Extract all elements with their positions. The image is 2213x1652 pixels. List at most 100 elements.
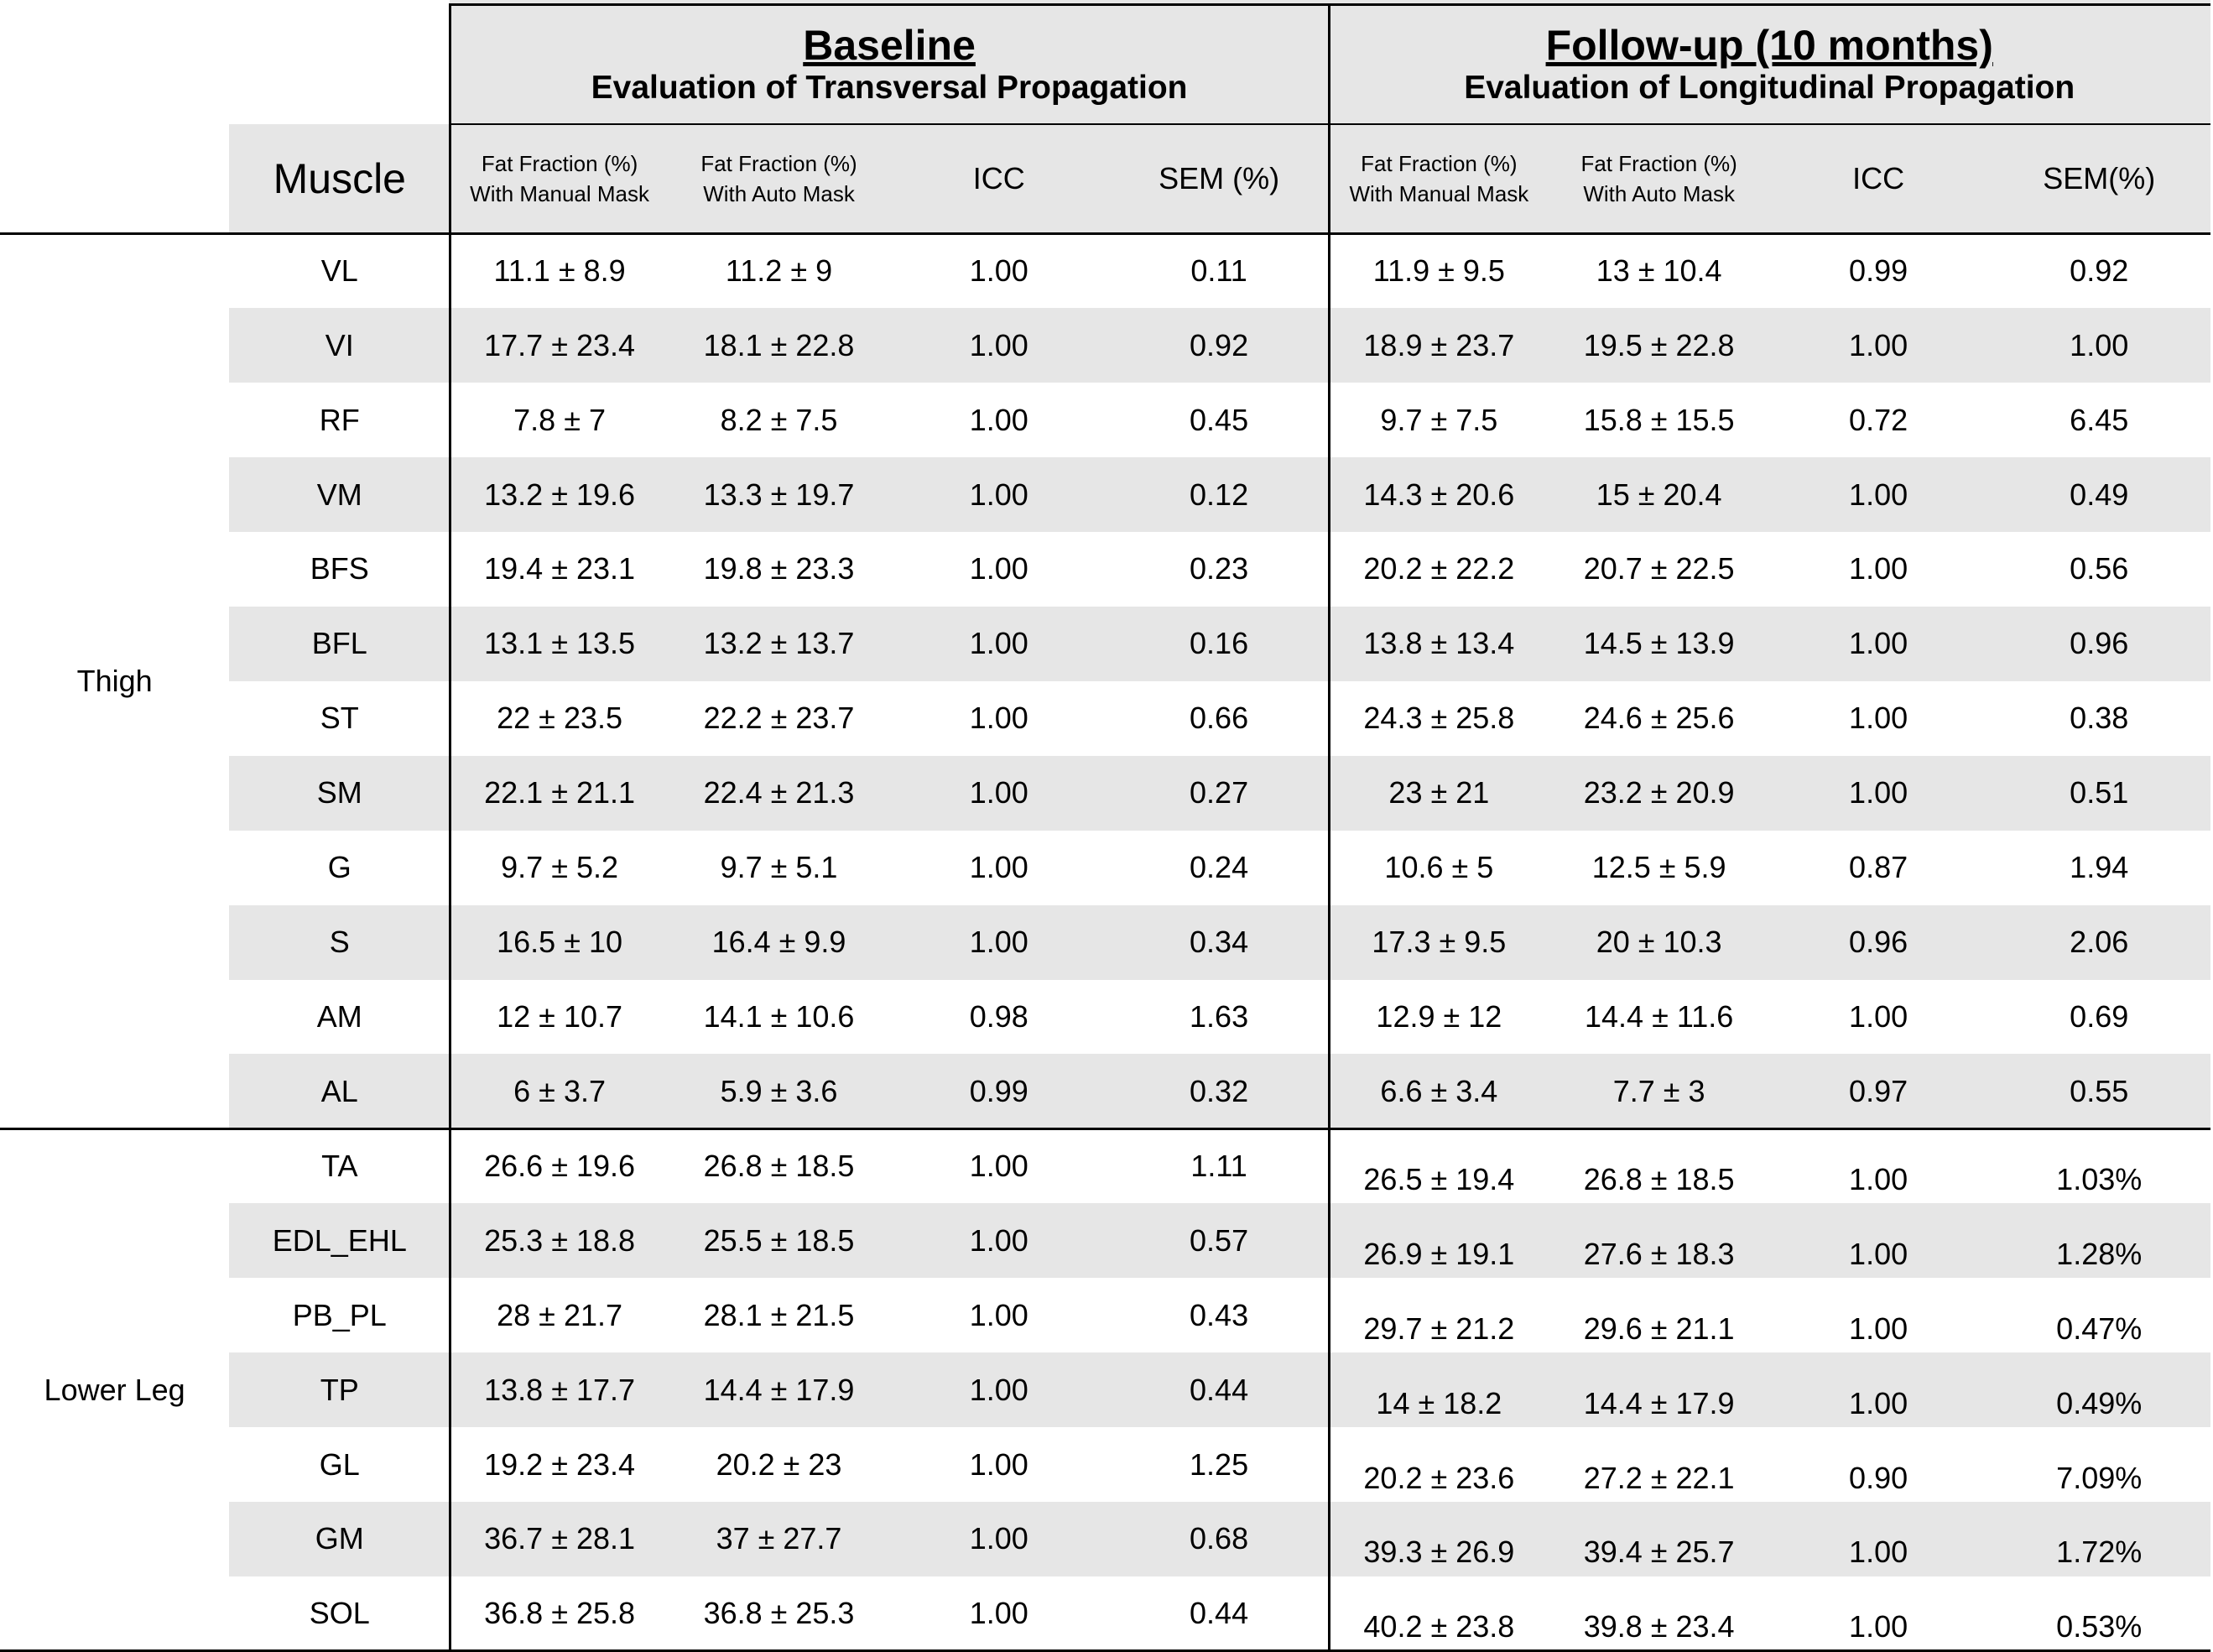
table-cell: 10.6 ± 5 bbox=[1329, 831, 1549, 905]
cell-value: 1.00 bbox=[1849, 477, 1908, 512]
table-cell: AM bbox=[229, 980, 450, 1055]
table-cell: 1.00 bbox=[888, 1352, 1109, 1427]
table-cell: 40.2 ± 23.8 bbox=[1329, 1590, 1549, 1652]
cell-value: 1.00 bbox=[969, 775, 1028, 810]
table-cell: 1.00 bbox=[1988, 308, 2210, 383]
cell-value: 0.72 bbox=[1849, 402, 1908, 437]
table-cell: 1.00 bbox=[888, 681, 1109, 756]
cell-value: 26.8 ± 18.5 bbox=[703, 1148, 855, 1183]
table-cell: S bbox=[229, 905, 450, 980]
table-cell: RF bbox=[229, 383, 450, 457]
table-cell: 18.1 ± 22.8 bbox=[669, 308, 888, 383]
cell-value: 0.11 bbox=[1190, 253, 1247, 288]
muscle-name: AM bbox=[316, 998, 362, 1034]
table-cell: 1.72% bbox=[1988, 1515, 2210, 1590]
cell-value: 23.2 ± 20.9 bbox=[1583, 775, 1735, 810]
table-cell: 36.8 ± 25.8 bbox=[450, 1576, 669, 1651]
cell-value: 9.7 ± 5.1 bbox=[720, 850, 838, 885]
table-cell: 23.2 ± 20.9 bbox=[1549, 756, 1768, 831]
table-cell: 0.16 bbox=[1109, 607, 1328, 681]
cell-value: 36.8 ± 25.8 bbox=[484, 1596, 636, 1631]
group-label: Thigh bbox=[0, 233, 229, 1128]
column-header: Muscle bbox=[229, 124, 450, 233]
cell-value: 1.00 bbox=[969, 402, 1028, 437]
table-cell: 1.00 bbox=[888, 457, 1109, 532]
table-cell: 0.97 bbox=[1768, 1054, 1987, 1128]
cell-value: 24.6 ± 25.6 bbox=[1583, 701, 1735, 736]
table-cell: 20.2 ± 23 bbox=[669, 1427, 888, 1502]
table-cell: 6.45 bbox=[1988, 383, 2210, 457]
cell-value: 19.8 ± 23.3 bbox=[703, 551, 855, 586]
table-cell: 7.09% bbox=[1988, 1441, 2210, 1515]
table-cell: EDL_EHL bbox=[229, 1203, 450, 1278]
cell-value: 22 ± 23.5 bbox=[497, 701, 623, 736]
table-cell: 13 ± 10.4 bbox=[1549, 233, 1768, 308]
cell-value: 0.96 bbox=[2070, 626, 2129, 661]
table-cell: 0.92 bbox=[1988, 233, 2210, 308]
table-cell: 0.99 bbox=[888, 1054, 1109, 1128]
cell-value: 36.8 ± 25.3 bbox=[703, 1596, 855, 1631]
table-cell: 36.7 ± 28.1 bbox=[450, 1502, 669, 1576]
cell-value: 1.00 bbox=[1849, 1311, 1908, 1346]
table-cell: 14.4 ± 17.9 bbox=[1549, 1366, 1768, 1441]
muscle-name: ST bbox=[320, 701, 359, 736]
table-cell: 24.3 ± 25.8 bbox=[1329, 681, 1549, 756]
cell-value: 2.06 bbox=[2070, 925, 2129, 960]
cell-value: 9.7 ± 5.2 bbox=[501, 850, 618, 885]
table-cell: 0.51 bbox=[1988, 756, 2210, 831]
cell-value: 6.6 ± 3.4 bbox=[1380, 1073, 1498, 1108]
table-cell: 14.4 ± 11.6 bbox=[1549, 980, 1768, 1055]
table-cell: 19.8 ± 23.3 bbox=[669, 532, 888, 607]
table-cell: 1.00 bbox=[888, 831, 1109, 905]
column-header-line: Fat Fraction (%) bbox=[481, 151, 638, 177]
column-header: Fat Fraction (%) With Manual Mask bbox=[1329, 124, 1549, 233]
table-cell: 13.8 ± 17.7 bbox=[450, 1352, 669, 1427]
table-cell: 39.3 ± 26.9 bbox=[1329, 1515, 1549, 1590]
table-cell: 1.00 bbox=[888, 756, 1109, 831]
row-shade bbox=[229, 904, 2210, 980]
column-header: Fat Fraction (%) With Auto Mask bbox=[1549, 124, 1768, 233]
column-header-line: Fat Fraction (%) bbox=[700, 151, 857, 177]
table-cell: 19.2 ± 23.4 bbox=[450, 1427, 669, 1502]
cell-value: 14.4 ± 17.9 bbox=[703, 1372, 855, 1407]
cell-value: 13.8 ± 17.7 bbox=[484, 1372, 636, 1407]
table-cell: 1.00 bbox=[1768, 1217, 1987, 1291]
cell-value: 0.32 bbox=[1190, 1073, 1249, 1108]
table-cell: 9.7 ± 7.5 bbox=[1329, 383, 1549, 457]
cell-value: 22.1 ± 21.1 bbox=[484, 775, 636, 810]
table-cell: SM bbox=[229, 756, 450, 831]
table-cell: 22.2 ± 23.7 bbox=[669, 681, 888, 756]
table-cell: 13.2 ± 13.7 bbox=[669, 607, 888, 681]
cell-value: 20 ± 10.3 bbox=[1596, 925, 1722, 960]
table-cell: 13.2 ± 19.6 bbox=[450, 457, 669, 532]
muscle-name: S bbox=[329, 925, 350, 960]
table-cell: 27.2 ± 22.1 bbox=[1549, 1441, 1768, 1515]
cell-value: 0.38 bbox=[2070, 701, 2129, 736]
table-cell: 9.7 ± 5.2 bbox=[450, 831, 669, 905]
rule bbox=[449, 3, 452, 1649]
cell-value: 0.27 bbox=[1190, 775, 1249, 810]
table-cell: BFL bbox=[229, 607, 450, 681]
cell-value: 39.4 ± 25.7 bbox=[1583, 1535, 1735, 1570]
table-cell: TP bbox=[229, 1352, 450, 1427]
cell-value: 1.00 bbox=[969, 1372, 1028, 1407]
cell-value: 0.90 bbox=[1849, 1460, 1908, 1495]
table-cell: 7.7 ± 3 bbox=[1549, 1054, 1768, 1128]
table-cell: 0.44 bbox=[1109, 1352, 1328, 1427]
table-cell: 1.25 bbox=[1109, 1427, 1328, 1502]
cell-value: 17.7 ± 23.4 bbox=[484, 327, 636, 362]
cell-value: 14.3 ± 20.6 bbox=[1363, 477, 1515, 512]
table-cell: 0.96 bbox=[1768, 905, 1987, 980]
table-cell: BFS bbox=[229, 532, 450, 607]
cell-value: 39.8 ± 23.4 bbox=[1583, 1609, 1735, 1644]
cell-value: 0.45 bbox=[1190, 402, 1249, 437]
cell-value: 0.44 bbox=[1190, 1372, 1249, 1407]
cell-value: 13.1 ± 13.5 bbox=[484, 626, 636, 661]
table-cell: 17.3 ± 9.5 bbox=[1329, 905, 1549, 980]
cell-value: 1.00 bbox=[1849, 1609, 1908, 1644]
table-cell: VM bbox=[229, 457, 450, 532]
cell-value: 14.1 ± 10.6 bbox=[703, 998, 855, 1034]
cell-value: 26.9 ± 19.1 bbox=[1363, 1236, 1515, 1271]
table-cell: 17.7 ± 23.4 bbox=[450, 308, 669, 383]
cell-value: 9.7 ± 7.5 bbox=[1380, 402, 1498, 437]
